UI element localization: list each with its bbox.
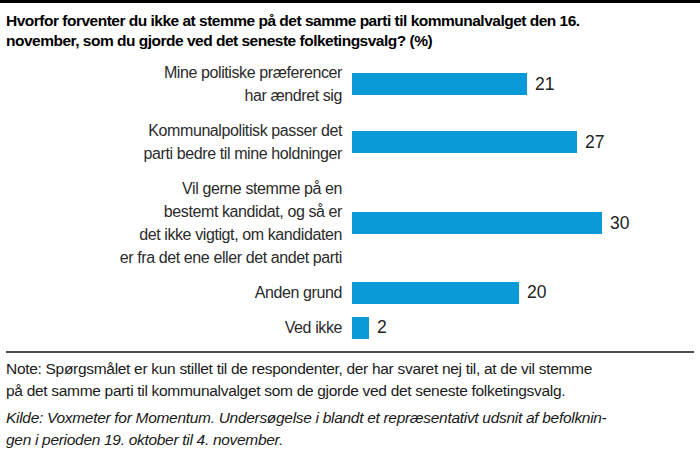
divider-line xyxy=(6,351,694,353)
chart-row: Vil gerne stemme på en bestemt kandidat,… xyxy=(6,177,694,269)
value-label: 27 xyxy=(585,132,604,153)
bar xyxy=(352,73,527,95)
category-label: Vil gerne stemme på en bestemt kandidat,… xyxy=(6,177,352,269)
source-text: Kilde: Voxmeter for Momentum. Undersøgel… xyxy=(6,407,694,450)
value-label: 30 xyxy=(610,213,629,234)
chart-card: Hvorfor forventer du ikke at stemme på d… xyxy=(0,11,700,450)
bar xyxy=(352,282,519,304)
category-label: Anden grund xyxy=(6,281,352,304)
value-label: 21 xyxy=(535,74,554,95)
chart-title: Hvorfor forventer du ikke at stemme på d… xyxy=(6,11,694,51)
category-label: Kommunalpolitisk passer det parti bedre … xyxy=(6,119,352,165)
value-label: 2 xyxy=(377,317,387,338)
bar-chart: Mine politiske præferencer har ændret si… xyxy=(6,61,694,339)
category-label: Ved ikke xyxy=(6,316,352,339)
bar xyxy=(352,212,602,234)
chart-row: Kommunalpolitisk passer det parti bedre … xyxy=(6,119,694,165)
category-label: Mine politiske præferencer har ændret si… xyxy=(6,61,352,107)
chart-row: Anden grund 20 xyxy=(6,281,694,304)
bar xyxy=(352,317,369,339)
chart-row: Mine politiske præferencer har ændret si… xyxy=(6,61,694,107)
chart-row: Ved ikke 2 xyxy=(6,316,694,339)
note-text: Note: Spørgsmålet er kun stillet til de … xyxy=(6,358,694,402)
value-label: 20 xyxy=(527,282,546,303)
bar xyxy=(352,131,577,153)
